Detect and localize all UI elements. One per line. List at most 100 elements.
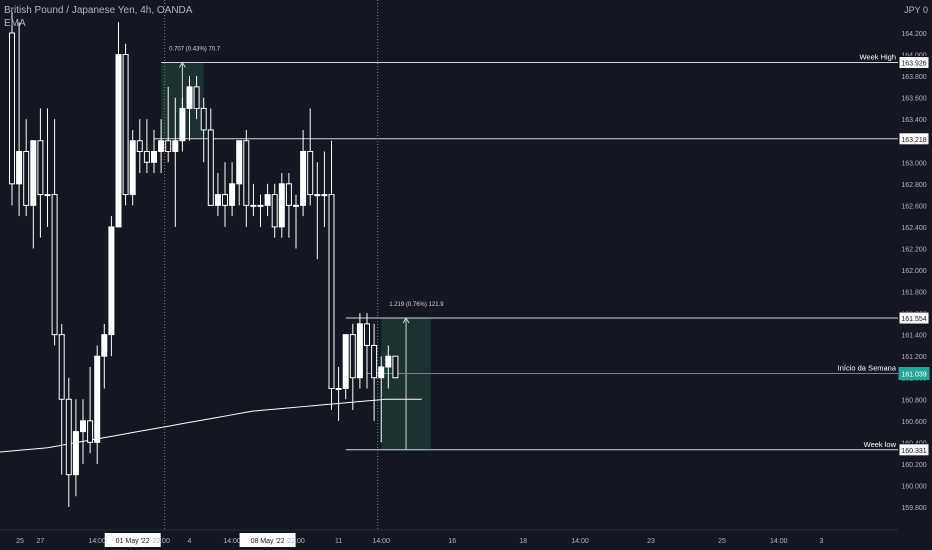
- ema-indicator-label[interactable]: EMA: [4, 18, 26, 29]
- x-tick-label: 14:00: [88, 538, 106, 545]
- x-tick-label: 27: [37, 538, 45, 545]
- candle-body: [207, 129, 214, 206]
- y-tick-label: 163.800: [901, 74, 926, 81]
- price-label-box: [898, 443, 930, 457]
- candle-body: [293, 204, 299, 207]
- x-tick-label: 11: [335, 538, 342, 545]
- candle-body: [115, 54, 122, 228]
- price-label-box: [898, 311, 930, 325]
- level-labels: Week High 163.926 163.218 161.554 Início da …: [838, 53, 930, 457]
- measure-label: 0.707 (0.43%) 70.7: [169, 47, 221, 53]
- x-label-highlight: [104, 533, 161, 547]
- y-tick-label: 162.000: [901, 268, 926, 275]
- candle-body: [44, 194, 51, 197]
- x-tick-label: 22:00: [152, 538, 170, 545]
- candle-body: [80, 420, 86, 433]
- y-tick-label: 159.800: [901, 505, 926, 512]
- candle-body: [58, 334, 65, 400]
- candle-body: [257, 204, 264, 207]
- candle-body: [186, 86, 193, 109]
- candle-body: [243, 140, 250, 206]
- y-tick-label: 160.600: [901, 419, 926, 426]
- candle-body: [236, 140, 243, 185]
- x-tick-label: 18: [519, 538, 527, 545]
- candle-body: [222, 194, 228, 206]
- x-tick-label: 23: [647, 538, 655, 545]
- candle-body: [349, 334, 356, 379]
- price-label: 161.039: [901, 372, 926, 379]
- x-tick-label: 25: [16, 538, 24, 545]
- x-tick-label: 14:00: [770, 538, 788, 545]
- candle-body: [101, 334, 108, 357]
- price-label-box: [898, 132, 930, 146]
- candle-body: [94, 355, 101, 443]
- candle-body: [37, 140, 44, 196]
- level-name: Week low: [864, 440, 897, 449]
- price-label: 161.554: [901, 316, 926, 323]
- price-axis: 164.200164.000163.800163.600163.400163.2…: [901, 31, 926, 512]
- candle-body: [179, 107, 186, 142]
- candle-body: [16, 151, 23, 185]
- x-tick-label: 25: [718, 538, 726, 545]
- x-tick-label: 3: [819, 538, 823, 545]
- price-label: 163.218: [901, 137, 926, 144]
- candle-body: [371, 344, 378, 379]
- candle-body: [200, 107, 207, 131]
- candle-body: [87, 420, 94, 443]
- y-tick-label: 162.800: [901, 182, 926, 189]
- candle-body: [271, 194, 278, 228]
- candle-body: [229, 183, 236, 206]
- candle-body: [342, 334, 349, 389]
- candle-body: [30, 140, 37, 206]
- candle-body: [65, 398, 72, 476]
- x-tick-label: 08 May '22: [251, 538, 285, 545]
- level-name: Week High: [859, 53, 896, 62]
- candle-body: [307, 151, 314, 196]
- y-tick-label: 160.000: [901, 483, 926, 490]
- y-tick-label: 160.200: [901, 462, 926, 469]
- candle-body: [151, 151, 157, 163]
- candle-body: [72, 431, 79, 476]
- candle-body: [278, 183, 285, 228]
- candle-body: [172, 140, 179, 153]
- candle-body: [214, 194, 221, 206]
- y-tick-label: 161.800: [901, 290, 926, 297]
- candle-body: [250, 204, 257, 207]
- x-tick-label: 4: [188, 538, 192, 545]
- candle-body: [136, 140, 143, 153]
- x-tick-label: 14:00: [223, 538, 241, 545]
- price-label: 160.331: [901, 448, 926, 455]
- price-label: 163.926: [901, 61, 926, 68]
- y-tick-label: 163.600: [901, 96, 926, 103]
- price-label-box: [898, 56, 930, 70]
- candle-body: [378, 366, 385, 379]
- candle-body: [158, 140, 165, 153]
- candle-body: [385, 355, 392, 368]
- candle-body: [314, 194, 321, 197]
- candle-body: [143, 151, 150, 163]
- candle-body: [328, 194, 335, 389]
- y-tick-label: 163.000: [901, 160, 926, 167]
- price-label-box: [898, 367, 930, 381]
- y-tick-label: 163.400: [901, 117, 926, 124]
- x-tick-label: 01 May '22: [116, 538, 150, 545]
- currency-label[interactable]: JPY 0: [904, 5, 928, 15]
- currency-suffix: 0: [922, 5, 928, 15]
- y-tick-label: 162.200: [901, 246, 926, 253]
- x-tick-label: 16: [448, 538, 456, 545]
- candle-body: [122, 54, 129, 196]
- candle-body: [364, 323, 370, 346]
- y-tick-label: 162.400: [901, 225, 926, 232]
- candle-body: [335, 388, 342, 390]
- level-name: Início da Semana: [838, 364, 897, 373]
- symbol-title: British Pound / Japanese Yen, 4h, OANDA: [4, 5, 193, 16]
- candle-body: [108, 226, 115, 336]
- y-tick-label: 164.200: [901, 31, 926, 38]
- candle-body: [300, 151, 307, 206]
- candle-body: [356, 323, 363, 379]
- candle-body: [392, 355, 399, 379]
- horizontal-levels: [154, 62, 898, 451]
- candle-body: [264, 194, 271, 206]
- x-tick-label: 14:00: [372, 538, 390, 545]
